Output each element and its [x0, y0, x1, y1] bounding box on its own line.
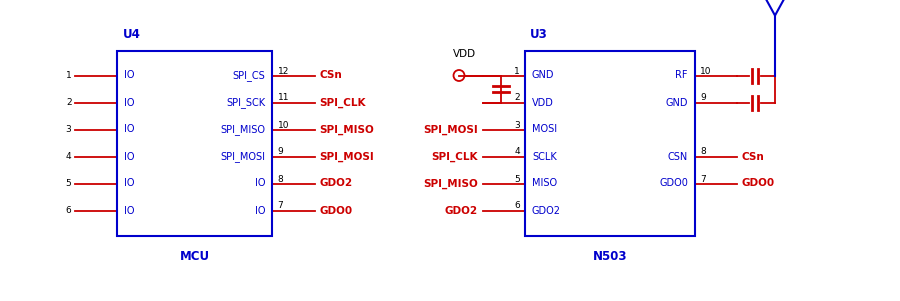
Text: 9: 9 [277, 147, 284, 157]
Text: 2: 2 [66, 98, 71, 107]
Text: 4: 4 [515, 147, 520, 157]
Text: SPI_MISO: SPI_MISO [220, 124, 266, 135]
Text: SPI_CLK: SPI_CLK [320, 97, 366, 108]
Text: SPI_CS: SPI_CS [233, 70, 266, 81]
Text: IO: IO [255, 206, 266, 216]
Text: SPI_MOSI: SPI_MOSI [220, 151, 266, 162]
Text: CSn: CSn [320, 70, 342, 80]
Text: IO: IO [124, 70, 135, 80]
Text: 3: 3 [66, 125, 71, 134]
Text: SCLK: SCLK [532, 151, 557, 162]
Text: 1: 1 [514, 67, 520, 76]
Text: CSn: CSn [742, 151, 765, 162]
Text: IO: IO [255, 178, 266, 188]
Bar [525, 51, 695, 235]
Text: SPI_MOSI: SPI_MOSI [423, 124, 478, 135]
Text: SPI_MISO: SPI_MISO [423, 178, 478, 189]
Bar [118, 51, 273, 235]
Text: U3: U3 [530, 27, 548, 41]
Text: 11: 11 [277, 94, 289, 103]
Text: U4: U4 [122, 27, 140, 41]
Text: IO: IO [124, 151, 135, 162]
Text: GDO0: GDO0 [320, 206, 353, 216]
Text: GDO0: GDO0 [742, 178, 775, 188]
Text: MOSI: MOSI [532, 125, 557, 135]
Text: 3: 3 [514, 120, 520, 129]
Text: 12: 12 [277, 67, 289, 76]
Text: SPI_CLK: SPI_CLK [431, 151, 478, 162]
Text: MISO: MISO [532, 178, 557, 188]
Text: SPI_SCK: SPI_SCK [227, 97, 266, 108]
Text: 5: 5 [66, 179, 71, 188]
Text: CSN: CSN [668, 151, 688, 162]
Text: 8: 8 [700, 147, 706, 157]
Text: 1: 1 [66, 71, 71, 80]
Text: 4: 4 [66, 152, 71, 161]
Text: MCU: MCU [180, 250, 210, 262]
Text: 5: 5 [514, 175, 520, 184]
Text: SPI_MOSI: SPI_MOSI [320, 151, 374, 162]
Text: RF: RF [676, 70, 688, 80]
Text: GDO0: GDO0 [659, 178, 688, 188]
Text: GND: GND [665, 98, 688, 107]
Text: 7: 7 [700, 175, 706, 184]
Text: GND: GND [532, 70, 554, 80]
Text: VDD: VDD [532, 98, 554, 107]
Text: 7: 7 [277, 201, 284, 210]
Text: SPI_MISO: SPI_MISO [320, 124, 374, 135]
Text: 2: 2 [515, 94, 520, 103]
Text: 6: 6 [514, 201, 520, 210]
Text: 6: 6 [66, 206, 71, 215]
Text: IO: IO [124, 206, 135, 216]
Text: GDO2: GDO2 [445, 206, 478, 216]
Text: IO: IO [124, 178, 135, 188]
Text: IO: IO [124, 98, 135, 107]
Text: 9: 9 [700, 94, 706, 103]
Text: 10: 10 [700, 67, 712, 76]
Text: 8: 8 [277, 175, 284, 184]
Text: IO: IO [124, 125, 135, 135]
Text: GDO2: GDO2 [320, 178, 353, 188]
Text: GDO2: GDO2 [532, 206, 561, 216]
Text: N503: N503 [593, 250, 627, 262]
Text: VDD: VDD [453, 48, 476, 58]
Text: 10: 10 [277, 120, 289, 129]
